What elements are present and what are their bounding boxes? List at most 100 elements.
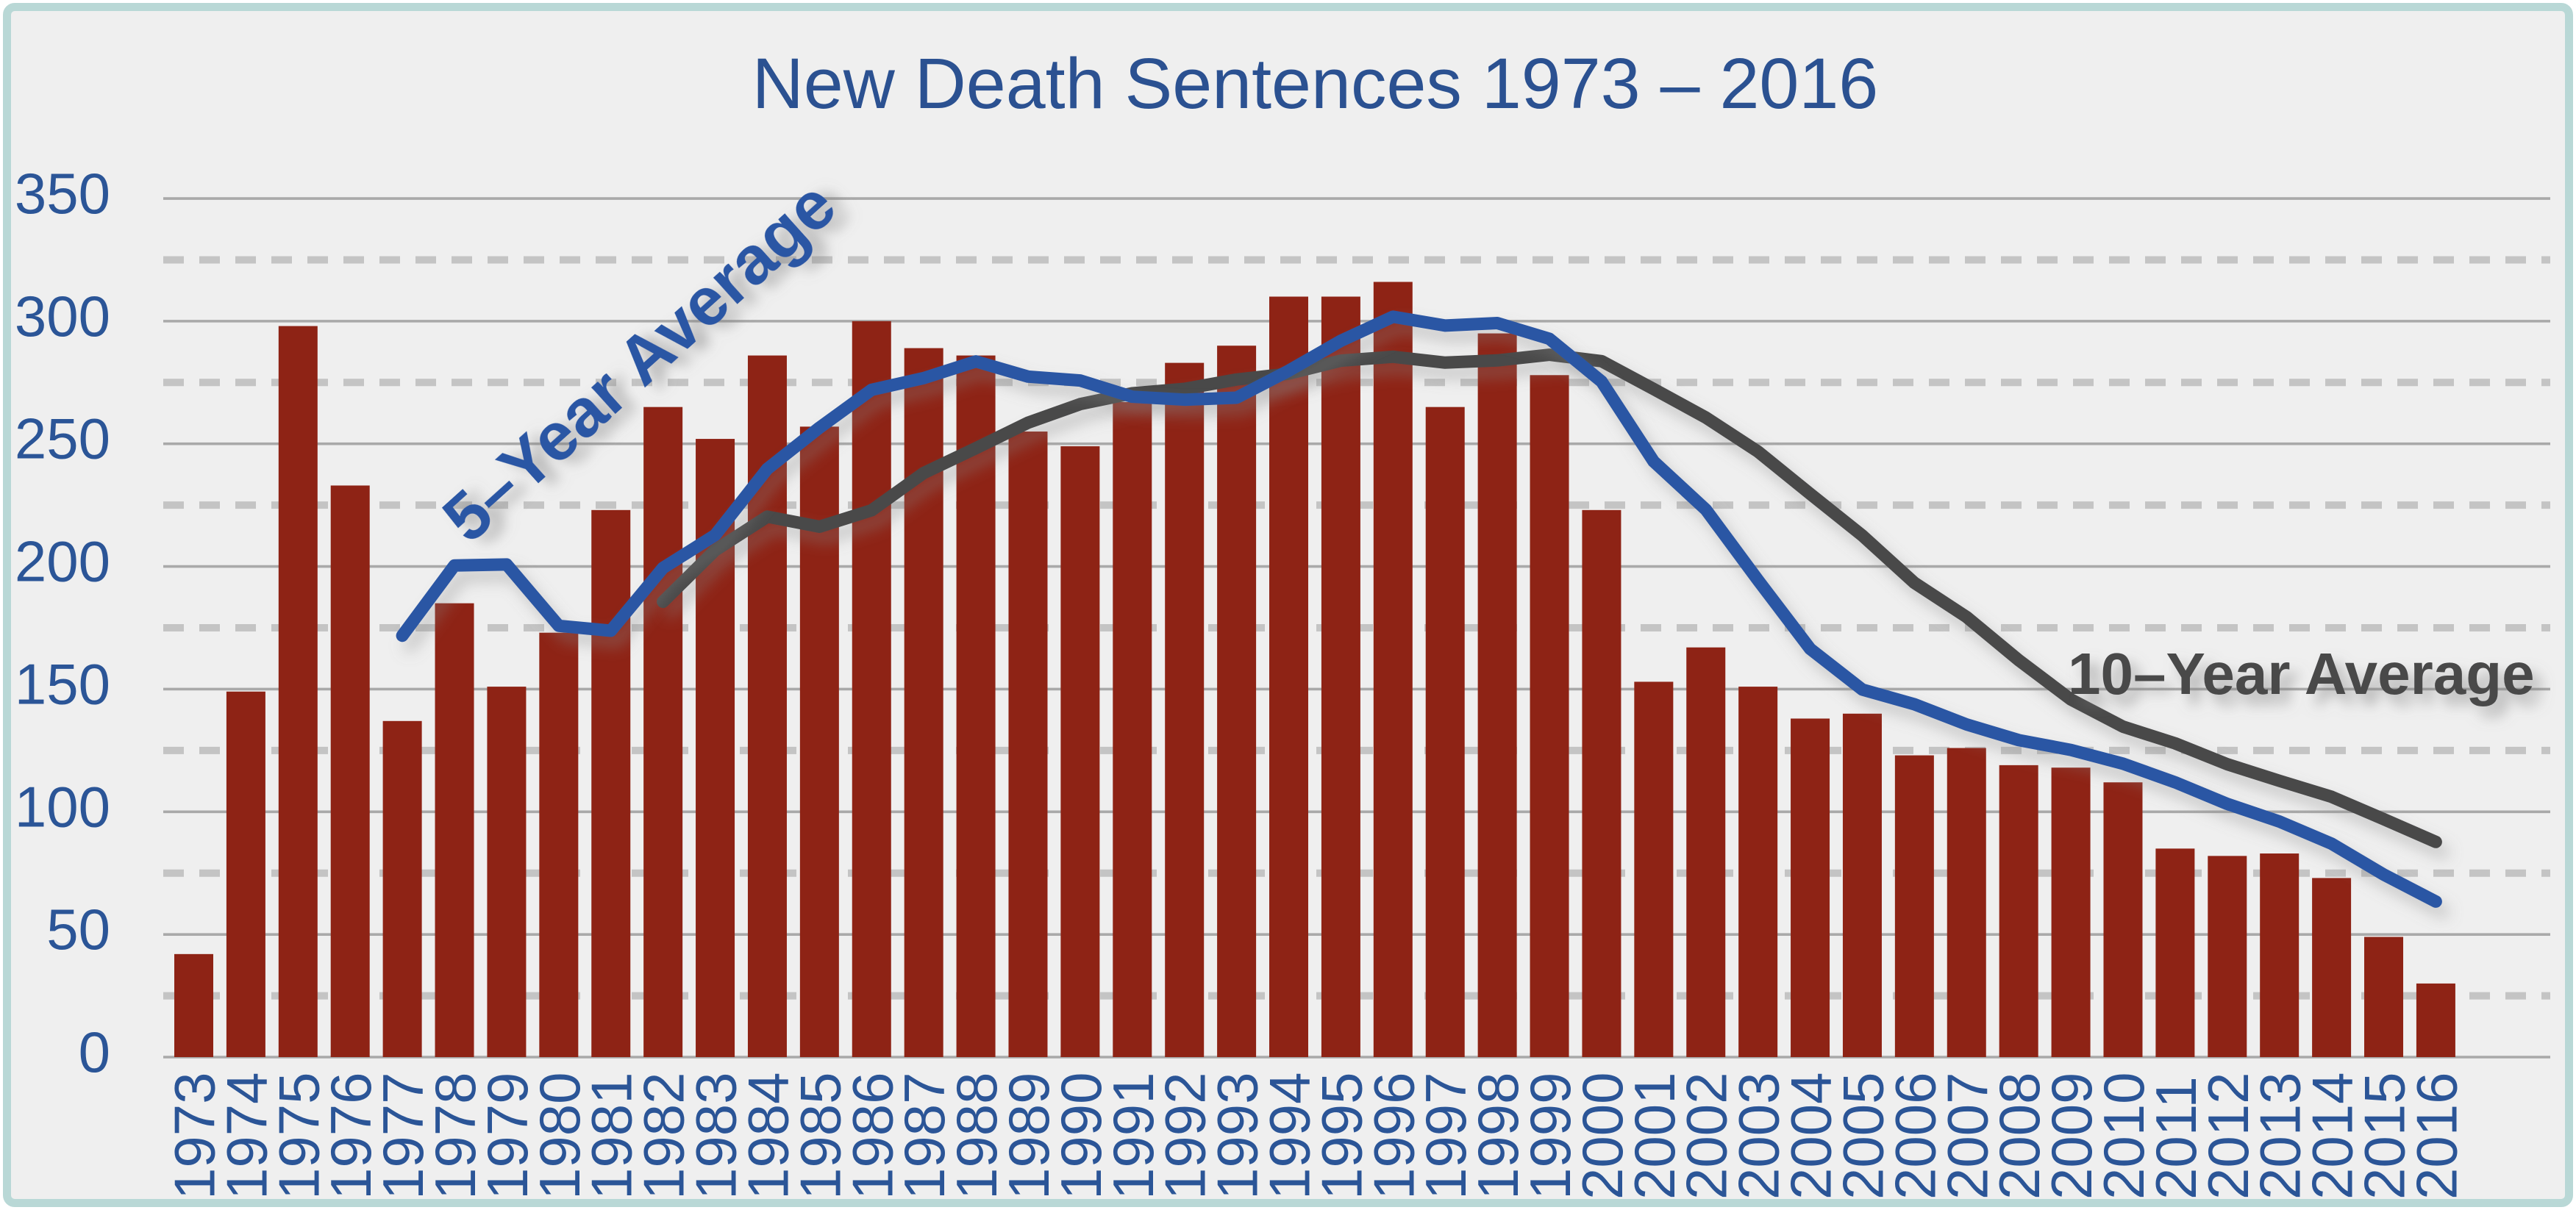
x-tick-1983: 1983 bbox=[684, 1072, 749, 1200]
x-tick-1999: 1999 bbox=[1518, 1072, 1583, 1200]
x-tick-2006: 2006 bbox=[1883, 1072, 1947, 1200]
x-tick-1987: 1987 bbox=[892, 1072, 957, 1200]
x-tick-2004: 2004 bbox=[1779, 1072, 1844, 1200]
bar-1991 bbox=[1113, 401, 1152, 1057]
x-tick-1975: 1975 bbox=[266, 1072, 331, 1200]
x-tick-1990: 1990 bbox=[1049, 1072, 1113, 1200]
y-tick-50: 50 bbox=[46, 897, 110, 962]
y-tick-100: 100 bbox=[15, 774, 110, 839]
bar-1997 bbox=[1425, 407, 1465, 1057]
bar-2001 bbox=[1634, 681, 1674, 1057]
x-tick-1994: 1994 bbox=[1257, 1072, 1322, 1200]
bar-2012 bbox=[2208, 856, 2247, 1057]
x-tick-1978: 1978 bbox=[423, 1072, 488, 1200]
bar-2005 bbox=[1842, 713, 1882, 1057]
bar-1990 bbox=[1060, 446, 1100, 1057]
x-tick-1997: 1997 bbox=[1413, 1072, 1478, 1200]
x-tick-2002: 2002 bbox=[1674, 1072, 1739, 1200]
x-tick-1981: 1981 bbox=[579, 1072, 644, 1200]
x-tick-2010: 2010 bbox=[2091, 1072, 2156, 1200]
x-tick-2001: 2001 bbox=[1622, 1072, 1687, 1200]
bar-1973 bbox=[174, 953, 213, 1057]
x-tick-2011: 2011 bbox=[2144, 1076, 2208, 1200]
x-tick-1991: 1991 bbox=[1101, 1072, 1166, 1200]
x-tick-1989: 1989 bbox=[996, 1072, 1061, 1200]
x-tick-2000: 2000 bbox=[1570, 1072, 1635, 1200]
bar-2014 bbox=[2312, 878, 2352, 1057]
x-tick-2015: 2015 bbox=[2352, 1072, 2417, 1200]
bar-1987 bbox=[904, 348, 943, 1057]
x-tick-2008: 2008 bbox=[1987, 1072, 2052, 1200]
y-tick-150: 150 bbox=[15, 651, 110, 716]
y-tick-200: 200 bbox=[15, 529, 110, 594]
bar-2003 bbox=[1738, 687, 1778, 1057]
bar-1978 bbox=[435, 603, 474, 1057]
y-tick-350: 350 bbox=[15, 161, 110, 226]
bar-1988 bbox=[956, 355, 996, 1058]
x-tick-1996: 1996 bbox=[1361, 1072, 1426, 1200]
y-tick-250: 250 bbox=[15, 407, 110, 471]
x-tick-1992: 1992 bbox=[1153, 1072, 1218, 1200]
bar-1999 bbox=[1530, 375, 1569, 1057]
x-axis-labels: 1973197419751976197719781979198019811982… bbox=[163, 1072, 2469, 1200]
x-tick-1977: 1977 bbox=[371, 1072, 435, 1200]
bar-1974 bbox=[226, 691, 265, 1057]
bar-1980 bbox=[539, 632, 579, 1057]
ten-year-average-line bbox=[657, 348, 2442, 848]
x-tick-2012: 2012 bbox=[2196, 1072, 2261, 1200]
y-tick-300: 300 bbox=[15, 284, 110, 348]
bar-1989 bbox=[1008, 432, 1048, 1057]
bar-2009 bbox=[2051, 767, 2091, 1057]
bar-2015 bbox=[2364, 937, 2404, 1057]
bar-1992 bbox=[1165, 362, 1205, 1057]
x-tick-2016: 2016 bbox=[2404, 1072, 2469, 1200]
bar-2010 bbox=[2103, 782, 2143, 1057]
x-tick-1998: 1998 bbox=[1466, 1072, 1530, 1200]
x-tick-1974: 1974 bbox=[214, 1072, 279, 1200]
bar-1986 bbox=[852, 321, 891, 1057]
bar-2011 bbox=[2155, 848, 2195, 1057]
x-tick-2003: 2003 bbox=[1727, 1072, 1791, 1200]
x-tick-1976: 1976 bbox=[318, 1072, 383, 1200]
x-tick-1986: 1986 bbox=[840, 1072, 905, 1200]
ten-year-average-label: 10–Year Average bbox=[2068, 641, 2535, 706]
bar-1979 bbox=[487, 687, 527, 1057]
bar-2004 bbox=[1791, 718, 1830, 1057]
bar-1976 bbox=[330, 485, 370, 1057]
chart-title: New Death Sentences 1973 – 2016 bbox=[752, 43, 1879, 123]
x-tick-1982: 1982 bbox=[632, 1072, 696, 1200]
bar-2013 bbox=[2260, 853, 2300, 1057]
bar-1998 bbox=[1477, 333, 1517, 1057]
bar-2000 bbox=[1582, 509, 1621, 1057]
bar-2016 bbox=[2416, 983, 2455, 1057]
bars bbox=[174, 282, 2455, 1058]
x-tick-1984: 1984 bbox=[736, 1072, 801, 1200]
bar-2002 bbox=[1686, 647, 1726, 1057]
x-tick-1985: 1985 bbox=[788, 1072, 852, 1200]
bar-1995 bbox=[1321, 296, 1360, 1057]
x-tick-1979: 1979 bbox=[475, 1072, 540, 1200]
x-tick-1993: 1993 bbox=[1205, 1072, 1270, 1200]
five-year-average-line bbox=[396, 310, 2442, 908]
bar-1982 bbox=[643, 407, 683, 1057]
x-tick-2014: 2014 bbox=[2300, 1072, 2365, 1200]
x-tick-2007: 2007 bbox=[1935, 1072, 1999, 1200]
bar-1975 bbox=[278, 326, 318, 1057]
x-tick-2005: 2005 bbox=[1831, 1072, 1896, 1200]
y-tick-0: 0 bbox=[79, 1020, 110, 1084]
x-tick-1980: 1980 bbox=[527, 1072, 592, 1200]
x-tick-1988: 1988 bbox=[944, 1072, 1009, 1200]
bar-2007 bbox=[1947, 748, 1986, 1057]
x-tick-2009: 2009 bbox=[2039, 1072, 2104, 1200]
bar-2006 bbox=[1894, 755, 1934, 1057]
x-tick-1973: 1973 bbox=[163, 1072, 227, 1200]
y-axis-labels: 0 50 100 150 200 250 300 350 bbox=[15, 161, 110, 1084]
bar-1977 bbox=[382, 720, 422, 1057]
x-tick-1995: 1995 bbox=[1309, 1072, 1374, 1200]
bar-1996 bbox=[1373, 282, 1413, 1057]
bar-2008 bbox=[1999, 765, 2038, 1057]
x-tick-2013: 2013 bbox=[2248, 1072, 2313, 1200]
bar-1994 bbox=[1269, 296, 1309, 1057]
